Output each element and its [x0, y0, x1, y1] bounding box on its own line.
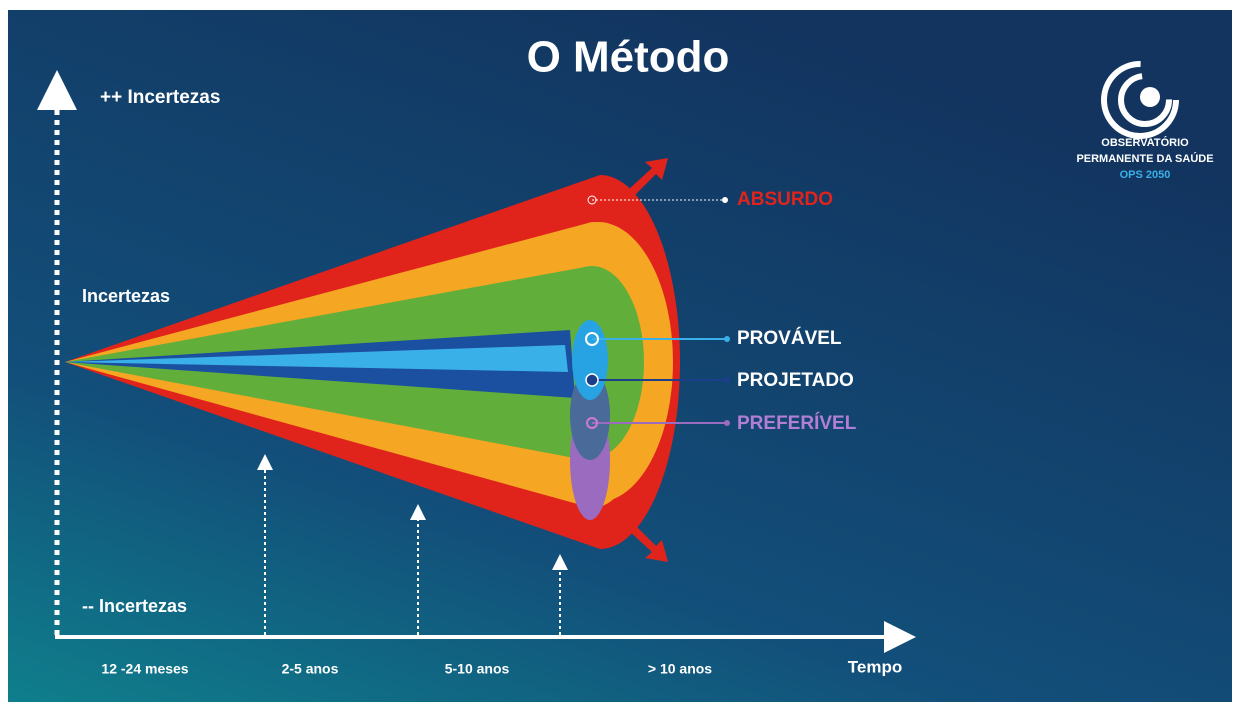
period-label: 12 -24 meses [101, 661, 188, 677]
logo-text: PERMANENTE DA SAÚDE [1076, 152, 1213, 165]
title: O Método [527, 33, 730, 82]
x-label: Tempo [848, 657, 902, 676]
logo-text: OPS 2050 [1120, 169, 1171, 181]
future-label: ABSURDO [737, 189, 833, 210]
y-label: ++ Incertezas [100, 87, 220, 108]
period-label: 2-5 anos [282, 661, 339, 677]
future-label: PREFERÍVEL [737, 412, 857, 434]
period-label: 5-10 anos [445, 661, 510, 677]
logo-text: OBSERVATÓRIO [1101, 136, 1189, 149]
future-label: PROVÁVEL [737, 327, 842, 349]
y-label: -- Incertezas [82, 596, 187, 616]
page: O Método ABSURDO PROVÁVEL PROJETADO PREF… [0, 0, 1237, 709]
future-label: PROJETADO [737, 370, 854, 391]
period-label: > 10 anos [648, 661, 712, 677]
y-label: Incertezas [82, 286, 170, 306]
diagram: O Método ABSURDO PROVÁVEL PROJETADO PREF… [0, 0, 1237, 709]
